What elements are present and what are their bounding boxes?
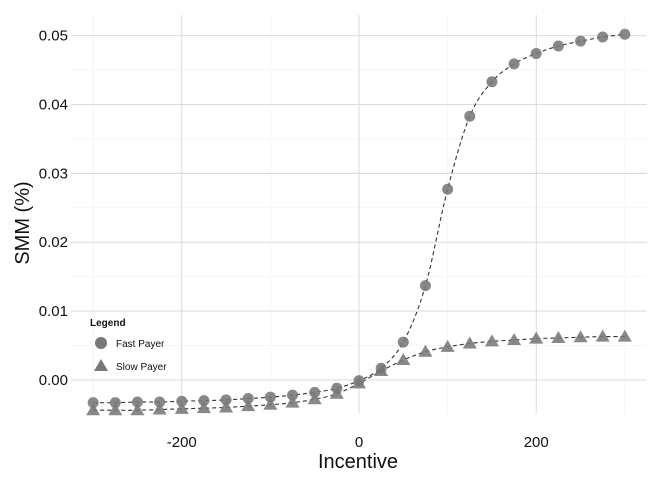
point-slow-payer	[285, 395, 300, 408]
point-slow-payer	[418, 344, 433, 357]
point-slow-payer	[396, 352, 411, 365]
point-slow-payer	[529, 331, 544, 344]
y-tick-label: 0.00	[39, 372, 68, 389]
point-fast-payer	[619, 28, 631, 40]
y-axis-title: SMM (%)	[12, 181, 34, 264]
x-tick-label: 200	[524, 434, 549, 451]
legend-marker-fast-payer	[95, 337, 107, 349]
point-fast-payer	[597, 31, 609, 43]
point-slow-payer	[219, 400, 234, 413]
point-fast-payer	[287, 389, 299, 401]
tick-labels: -200 0 200 0.00 0.01 0.02 0.03 0.04 0.05	[39, 28, 549, 451]
point-fast-payer	[176, 395, 188, 407]
point-fast-payer	[131, 396, 143, 408]
point-slow-payer	[152, 402, 167, 415]
point-slow-payer	[573, 330, 588, 343]
point-fast-payer	[486, 76, 498, 88]
point-fast-payer	[109, 397, 121, 409]
point-slow-payer	[374, 363, 389, 376]
point-slow-payer	[352, 376, 366, 389]
point-fast-payer	[530, 48, 542, 60]
point-slow-payer	[241, 399, 256, 412]
point-fast-payer	[442, 183, 454, 195]
point-fast-payer	[87, 397, 99, 409]
point-slow-payer	[108, 403, 123, 416]
point-fast-payer	[464, 110, 476, 122]
point-slow-payer	[329, 386, 344, 399]
point-fast-payer	[575, 35, 587, 47]
point-fast-payer	[552, 40, 564, 52]
x-tick-label: 0	[355, 434, 363, 451]
y-tick-label: 0.03	[39, 165, 68, 182]
x-axis-title: Incentive	[318, 451, 398, 473]
legend-label-fast-payer: Fast Payer	[116, 339, 165, 350]
y-tick-label: 0.05	[39, 28, 68, 45]
point-slow-payer	[462, 336, 477, 349]
legend-title: Legend	[90, 318, 126, 329]
point-slow-payer	[196, 401, 211, 414]
point-slow-payer	[307, 392, 322, 405]
point-fast-payer	[419, 280, 431, 292]
point-slow-payer	[484, 334, 499, 347]
y-tick-label: 0.02	[39, 234, 68, 251]
point-slow-payer	[507, 333, 522, 346]
point-fast-payer	[220, 394, 232, 406]
point-slow-payer	[440, 339, 455, 352]
grid	[71, 15, 647, 413]
point-fast-payer	[508, 58, 520, 70]
legend-marker-slow-payer	[94, 359, 108, 371]
x-tick-label: -200	[167, 434, 197, 451]
point-slow-payer	[551, 330, 566, 343]
point-fast-payer	[242, 393, 254, 405]
point-slow-payer	[130, 403, 145, 416]
legend: Legend Fast Payer Slow Payer	[90, 318, 167, 373]
point-slow-payer	[86, 403, 101, 416]
point-slow-payer	[263, 397, 278, 410]
point-slow-payer	[595, 329, 610, 342]
point-fast-payer	[198, 395, 210, 407]
point-slow-payer	[617, 329, 632, 342]
point-slow-payer	[174, 401, 189, 414]
point-fast-payer	[154, 396, 166, 408]
point-fast-payer	[264, 391, 276, 403]
y-tick-label: 0.01	[39, 303, 68, 320]
y-tick-label: 0.04	[39, 97, 68, 114]
legend-label-slow-payer: Slow Payer	[116, 362, 167, 373]
point-fast-payer	[397, 336, 409, 348]
series-markers	[86, 28, 632, 416]
